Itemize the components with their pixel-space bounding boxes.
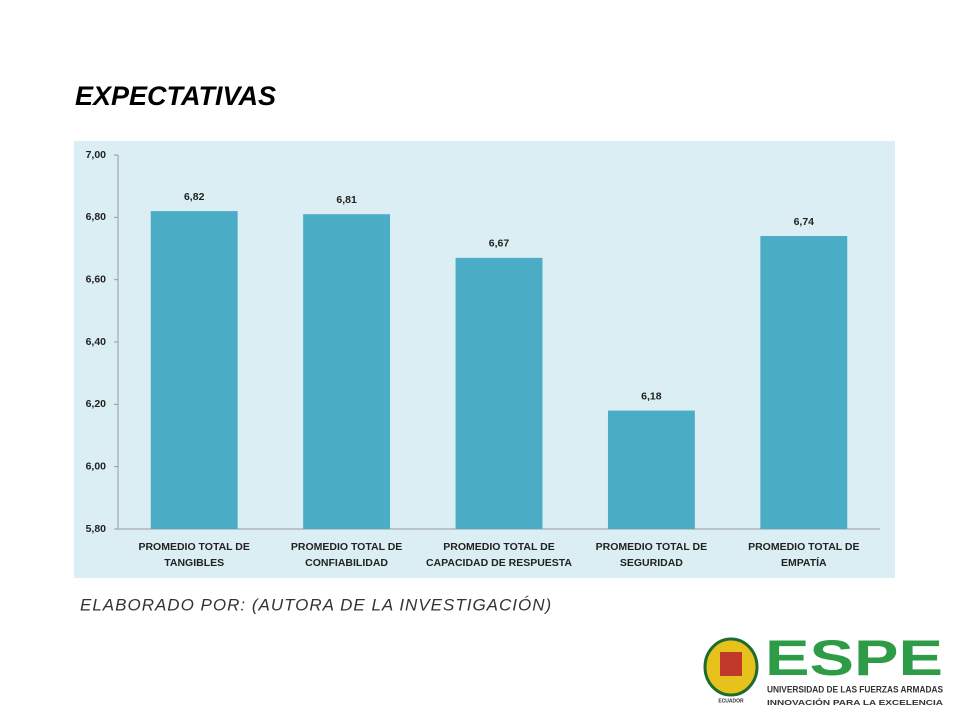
- logo-name: ESPE: [765, 630, 943, 686]
- bar: [455, 257, 543, 529]
- bar: [303, 214, 391, 529]
- y-tick-label: 6,60: [86, 273, 107, 285]
- bar: [150, 211, 238, 529]
- logo-line1: UNIVERSIDAD DE LAS FUERZAS ARMADAS: [767, 685, 943, 696]
- y-tick-label: 7,00: [86, 149, 107, 161]
- x-tick-label: PROMEDIO TOTAL DE CAPACIDAD DE RESPUESTA: [425, 541, 573, 569]
- x-tick-label: PROMEDIO TOTAL DE CONFIABILIDAD: [290, 541, 403, 569]
- y-tick-label: 6,00: [86, 460, 107, 472]
- y-tick-label: 6,80: [86, 211, 107, 223]
- y-tick-label: 6,20: [86, 398, 107, 410]
- y-tick-label: 5,80: [86, 523, 107, 535]
- data-label: 6,18: [641, 390, 662, 402]
- data-label: 6,82: [184, 191, 205, 203]
- logo-emblem-text: ECUADOR: [718, 698, 744, 704]
- y-tick-label: 6,40: [86, 336, 107, 348]
- logo: ECUADOR ESPE UNIVERSIDAD DE LAS FUERZAS …: [703, 630, 944, 707]
- bar: [607, 410, 695, 529]
- logo-shield: [720, 652, 742, 676]
- logo-line2: INNOVACIÓN PARA LA EXCELENCIA: [767, 698, 944, 707]
- data-label: 6,67: [489, 238, 510, 250]
- chart-title: EXPECTATIVAS: [75, 81, 276, 111]
- x-tick-label: PROMEDIO TOTAL DE TANGIBLES: [138, 541, 250, 569]
- bar: [760, 236, 848, 530]
- x-tick-label: PROMEDIO TOTAL DE SEGURIDAD: [595, 541, 708, 569]
- x-tick-label: PROMEDIO TOTAL DE EMPATÍA: [748, 541, 860, 569]
- data-label: 6,74: [794, 216, 815, 228]
- data-label: 6,81: [336, 194, 357, 206]
- source-note: ELABORADO POR: (AUTORA DE LA INVESTIGACI…: [80, 595, 552, 614]
